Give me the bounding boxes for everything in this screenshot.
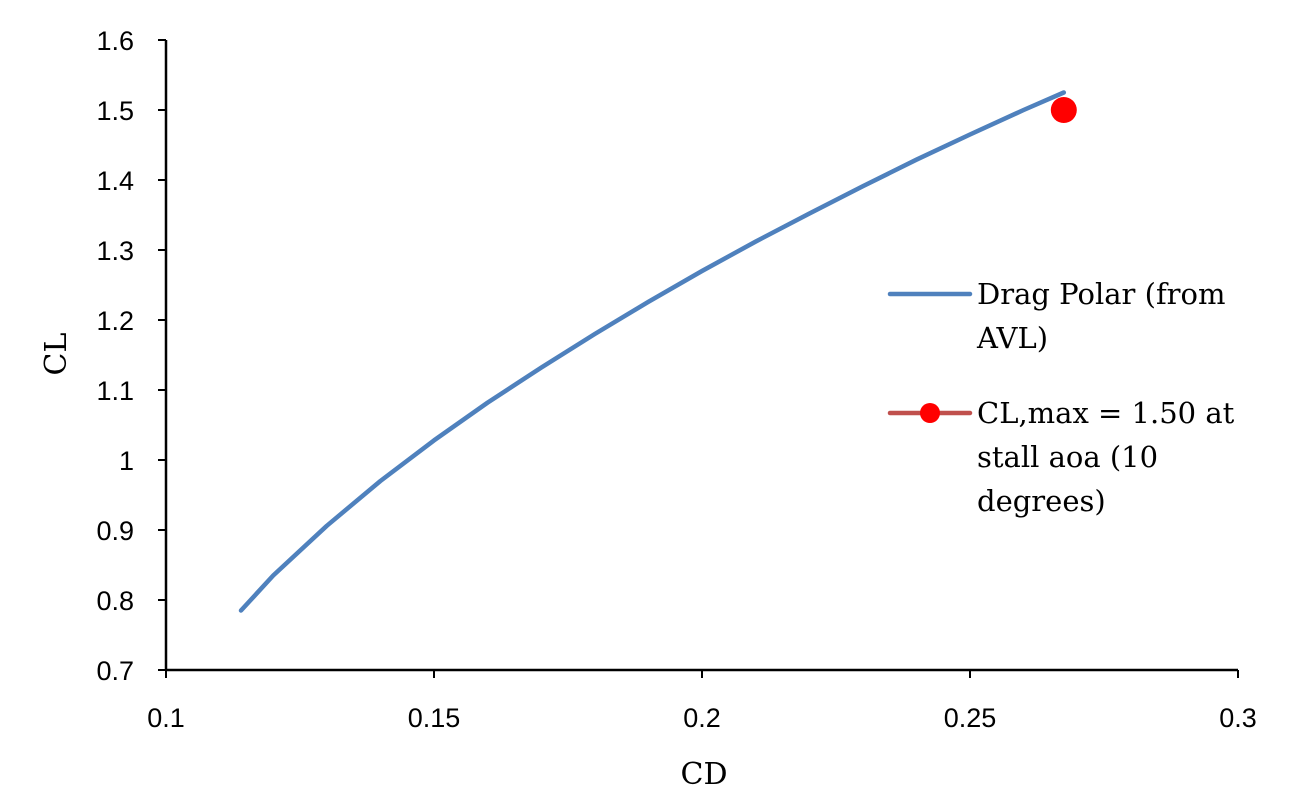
legend-label-drag-polar: Drag Polar (from AVL) [976, 277, 1226, 355]
y-axis-title: CL [39, 332, 74, 375]
series-point-clmax [1050, 97, 1077, 123]
y-tick-label: 1.4 [96, 166, 134, 196]
plot-area: 0.70.80.911.11.21.31.41.51.6 0.1 0.15 0.2 0… [96, 26, 1256, 733]
y-tick-label: 1.5 [96, 96, 134, 126]
y-tick-label: 1.3 [96, 236, 134, 266]
y-tick-label: 1.6 [96, 26, 134, 56]
legend: Drag Polar (from AVL) CL,max = 1.50 at stal… [887, 277, 1235, 518]
legend-swatch-clmax-marker [920, 403, 940, 423]
y-tick-label: 0.9 [96, 516, 134, 546]
y-tick-labels: 0.7 0.8 0.9 1 1.1 1.2 1.3 1.4 1.5 1.6 [96, 26, 166, 686]
y-tick-label: 1 [119, 446, 134, 476]
legend-label-clmax: CL,max = 1.50 at stall aoa (10 degrees) [977, 396, 1235, 518]
series-line-drag-polar [238, 90, 1067, 613]
y-tick-label: 0.8 [96, 586, 134, 616]
x-tick-label: 0.25 [944, 703, 997, 733]
y-tick-label: 0.7 [96, 656, 134, 686]
series-layer [238, 90, 1077, 613]
x-tick-label: 0.2 [683, 703, 721, 733]
y-tick-label: 1.2 [96, 306, 134, 336]
x-tick-label: 0.15 [408, 703, 461, 733]
x-tick-labels: 0.1 0.15 0.2 0.25 0.3 [147, 670, 1257, 733]
x-axis-title: CD [680, 757, 727, 792]
y-tick-label: 1.1 [96, 376, 134, 406]
x-tick-label: 0.3 [1219, 703, 1257, 733]
x-tick-label: 0.1 [147, 703, 185, 733]
